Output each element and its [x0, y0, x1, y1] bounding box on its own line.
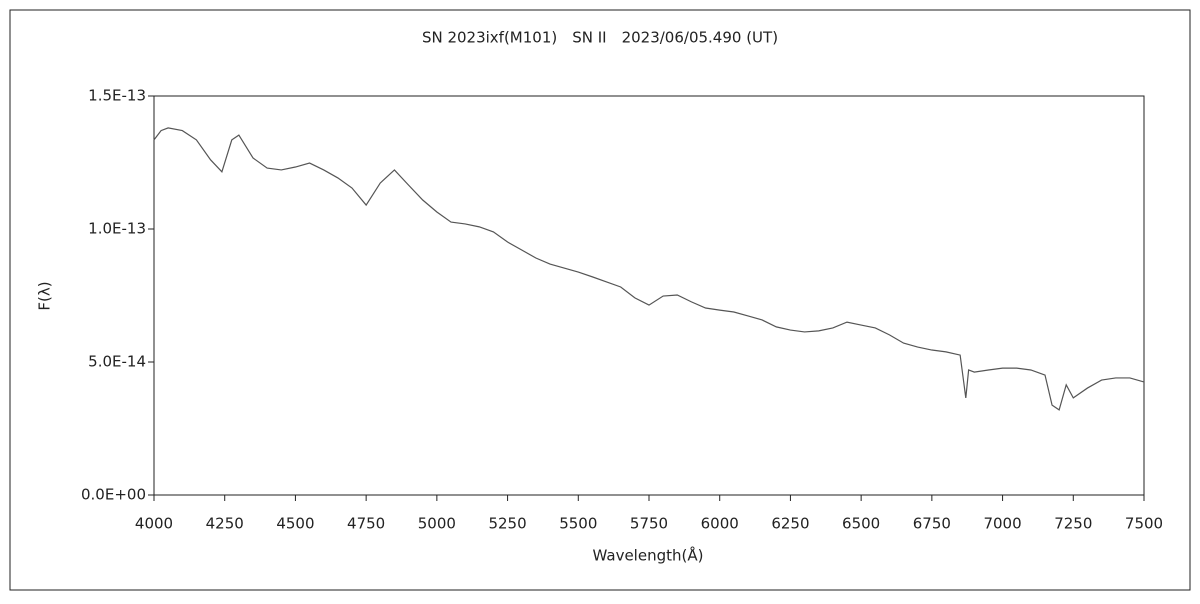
- y-tick-label: 1.0E-13: [88, 220, 146, 238]
- x-tick-label: 5250: [488, 515, 526, 533]
- x-tick-label: 7500: [1125, 515, 1163, 533]
- y-tick-label: 5.0E-14: [88, 353, 146, 371]
- x-axis-label: Wavelength(Å): [593, 546, 704, 565]
- x-tick-label: 5750: [630, 515, 668, 533]
- chart-border: [9, 9, 1191, 591]
- x-tick-label: 4000: [135, 515, 173, 533]
- chart-title: SN 2023ixf(M101) SN II 2023/06/05.490 (U…: [422, 29, 778, 47]
- spectrum-line: [153, 127, 1145, 411]
- y-tick-label: 0.0E+00: [81, 486, 146, 504]
- x-tick-label: 6500: [842, 515, 880, 533]
- x-tick-label: 5000: [418, 515, 456, 533]
- x-tick-label: 7250: [1054, 515, 1092, 533]
- x-tick-label: 6250: [771, 515, 809, 533]
- y-axis-label: F(λ): [36, 281, 54, 310]
- x-tick-label: 4500: [276, 515, 314, 533]
- x-tick-label: 6000: [701, 515, 739, 533]
- x-tick-label: 6750: [913, 515, 951, 533]
- y-tick-label: 1.5E-13: [88, 87, 146, 105]
- x-tick-label: 5500: [559, 515, 597, 533]
- x-tick-label: 7000: [983, 515, 1021, 533]
- x-tick-label: 4750: [347, 515, 385, 533]
- x-tick-label: 4250: [206, 515, 244, 533]
